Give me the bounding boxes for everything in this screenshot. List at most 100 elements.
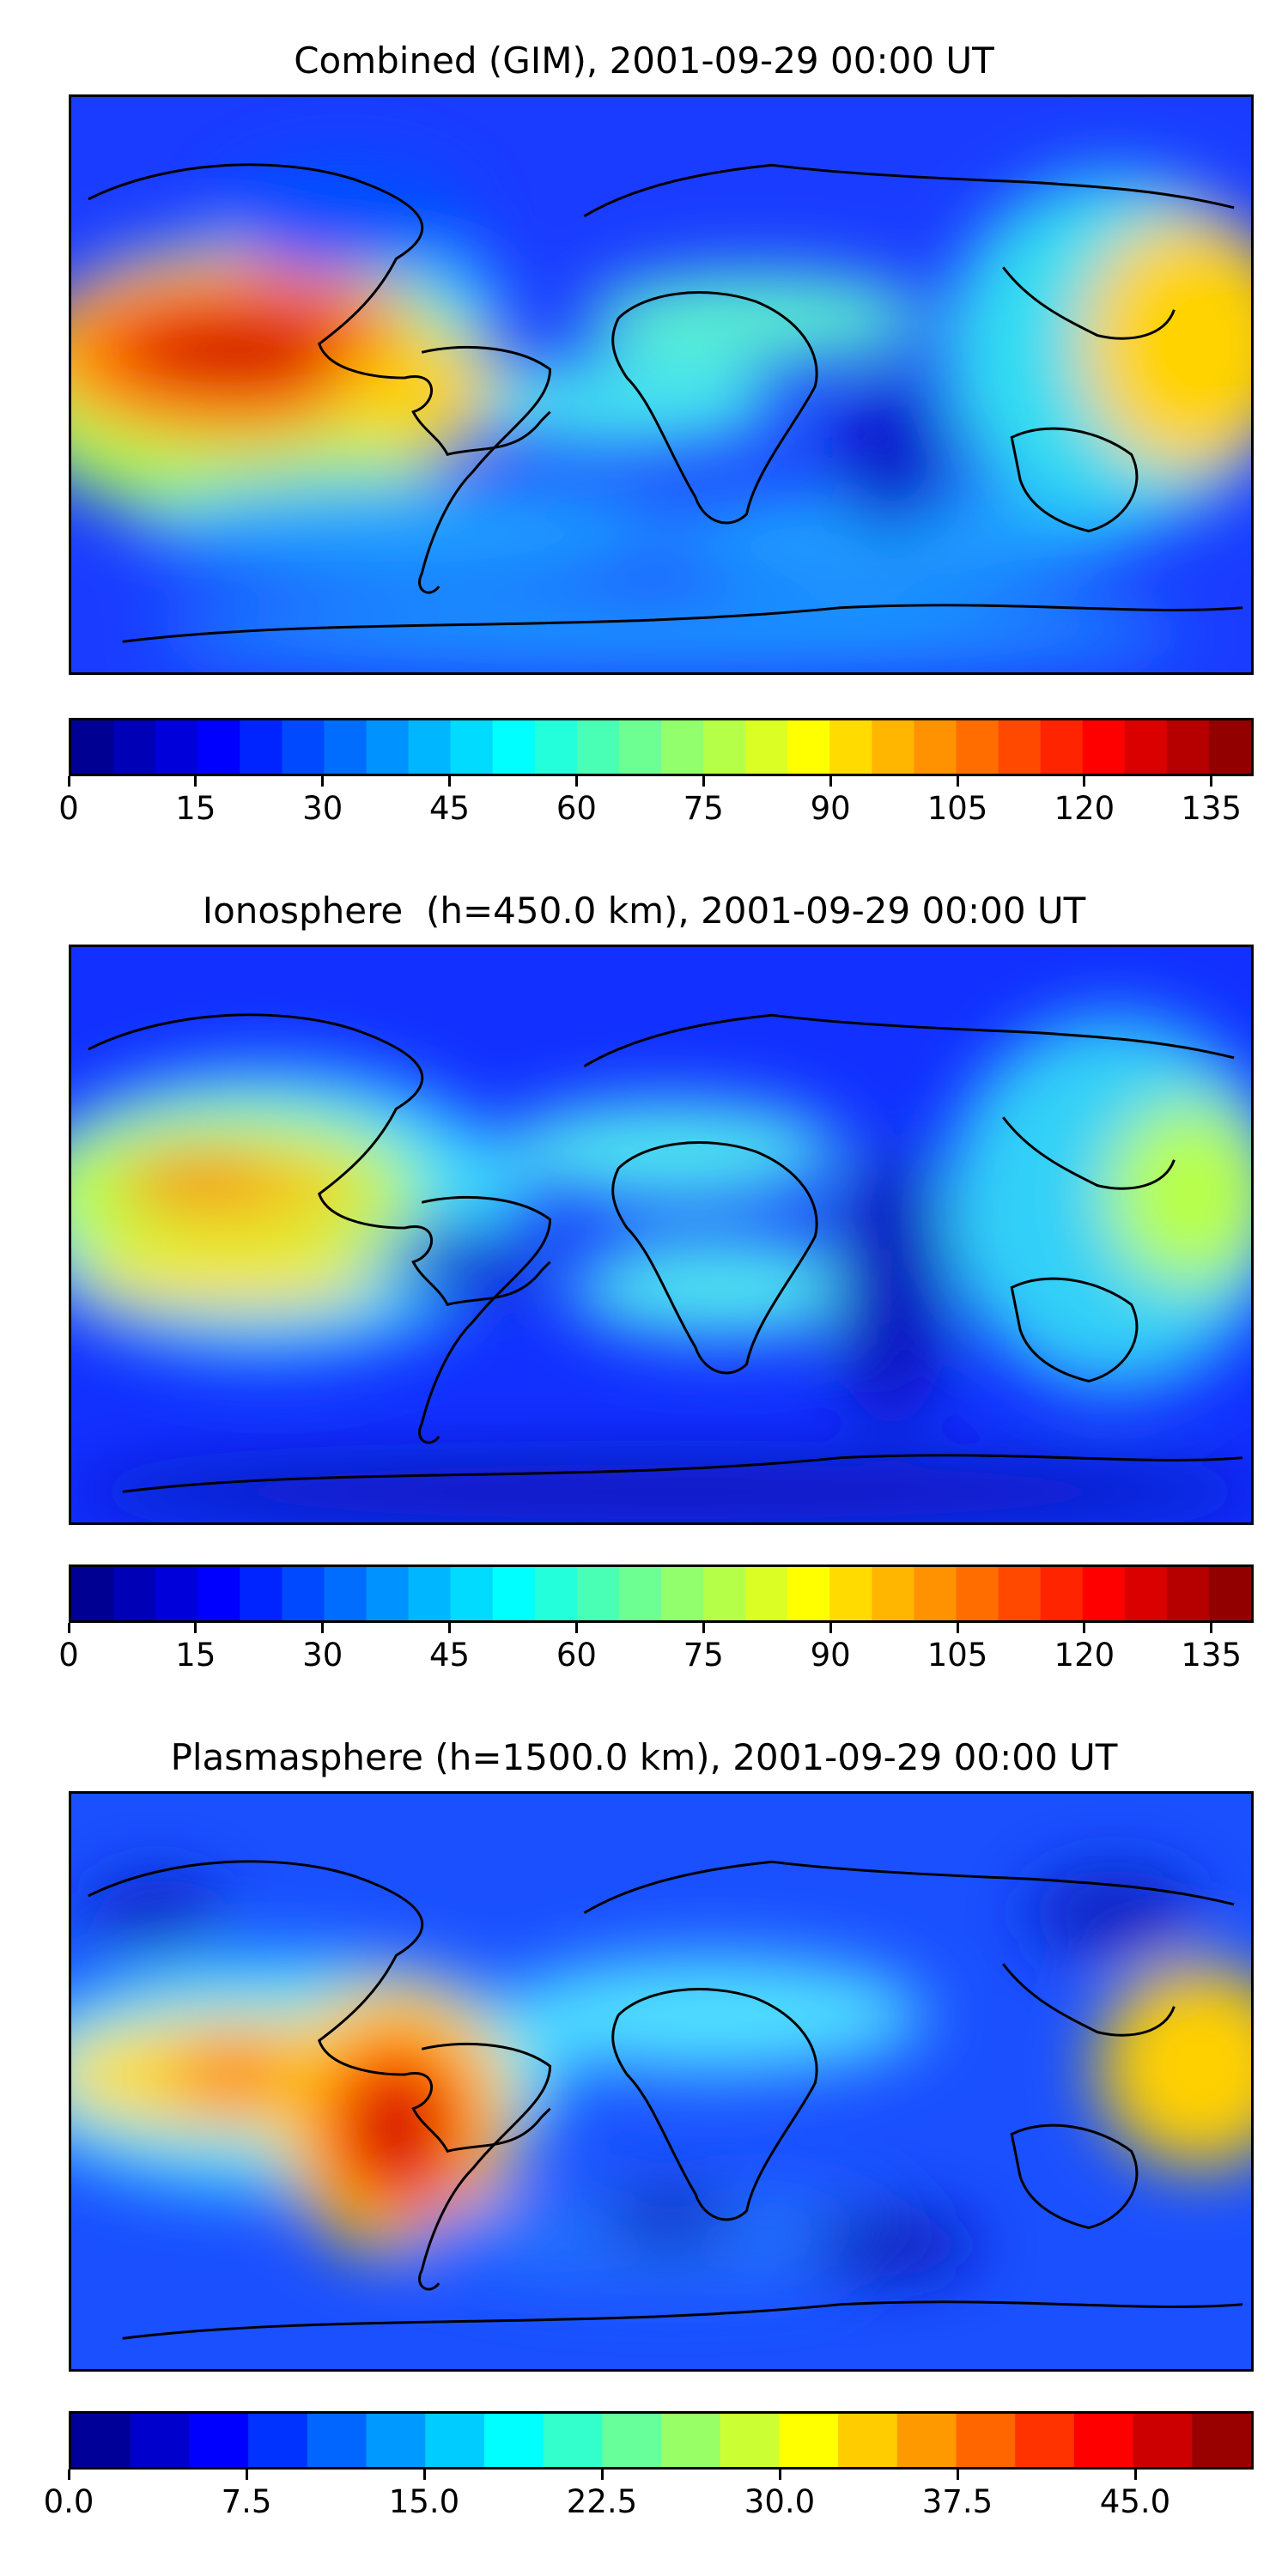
colorbar-swatch xyxy=(1082,1567,1126,1620)
panel-2-colorbar-ticks: 0 15 30 45 60 75 90 105 120 135 xyxy=(58,1623,1254,1674)
colorbar-tick-label: 75 xyxy=(683,790,724,827)
colorbar-tick-label: 45 xyxy=(429,1637,471,1674)
colorbar-swatch xyxy=(408,720,452,774)
colorbar-tick xyxy=(67,776,70,787)
colorbar-swatch xyxy=(618,1567,662,1620)
panel-1-map xyxy=(69,94,1254,675)
colorbar-swatch xyxy=(956,1567,999,1620)
colorbar-tick xyxy=(778,2470,781,2480)
colorbar-swatch xyxy=(450,1567,494,1620)
colorbar-tick xyxy=(1083,776,1086,787)
colorbar-swatch xyxy=(130,2414,191,2467)
colorbar-swatch xyxy=(829,720,873,774)
colorbar-swatch xyxy=(189,2414,249,2467)
colorbar-tick-label: 30 xyxy=(302,790,343,827)
colorbar-swatch xyxy=(1133,2414,1194,2467)
colorbar-swatch xyxy=(829,1567,873,1620)
colorbar-tick-label: 15 xyxy=(175,790,216,827)
panel-3-map xyxy=(69,1791,1254,2372)
colorbar-swatch xyxy=(703,720,746,774)
colorbar-tick-label: 30 xyxy=(302,1637,343,1674)
colorbar-swatch xyxy=(1124,1567,1168,1620)
colorbar-tick xyxy=(1083,1623,1086,1633)
colorbar-tick xyxy=(574,1623,578,1633)
colorbar-swatch xyxy=(248,2414,308,2467)
colorbar-tick-label: 60 xyxy=(556,1637,597,1674)
colorbar-swatch xyxy=(896,2414,957,2467)
colorbar-swatch xyxy=(155,1567,199,1620)
colorbar-swatch xyxy=(113,720,156,774)
colorbar-swatch xyxy=(534,720,578,774)
colorbar-tick-label: 15.0 xyxy=(388,2483,460,2520)
colorbar-tick xyxy=(829,1623,832,1633)
panel-3-title: Plasmasphere (h=1500.0 km), 2001-09-29 0… xyxy=(170,1736,1118,1778)
colorbar-tick xyxy=(1133,2470,1137,2480)
colorbar-swatch xyxy=(1208,720,1251,774)
colorbar-swatch xyxy=(492,1567,536,1620)
panel-2-title: Ionosphere (h=450.0 km), 2001-09-29 00:0… xyxy=(202,890,1086,932)
colorbar-swatch xyxy=(366,1567,410,1620)
colorbar-tick xyxy=(574,776,578,787)
colorbar-tick-label: 135 xyxy=(1181,1637,1242,1674)
colorbar-swatch xyxy=(408,1567,452,1620)
colorbar-swatch xyxy=(113,1567,156,1620)
colorbar-tick-label: 0 xyxy=(58,1637,79,1674)
colorbar-swatch xyxy=(1082,720,1126,774)
colorbar-swatch xyxy=(534,1567,578,1620)
colorbar-tick xyxy=(448,776,452,787)
colorbar-swatch xyxy=(1015,2414,1075,2467)
colorbar-tick xyxy=(194,776,197,787)
colorbar-swatch xyxy=(240,1567,283,1620)
colorbar-tick xyxy=(956,776,959,787)
colorbar-swatch xyxy=(787,1567,831,1620)
colorbar-swatch xyxy=(914,1567,957,1620)
colorbar-swatch xyxy=(543,2414,604,2467)
colorbar-swatch xyxy=(787,720,831,774)
colorbar-swatch xyxy=(425,2414,485,2467)
colorbar-swatch xyxy=(240,720,283,774)
colorbar-tick xyxy=(956,2470,959,2480)
colorbar-tick-label: 75 xyxy=(683,1637,724,1674)
colorbar-swatch xyxy=(71,720,114,774)
colorbar-swatch xyxy=(450,720,494,774)
colorbar-swatch xyxy=(745,1567,789,1620)
colorbar-swatch xyxy=(998,1567,1042,1620)
colorbar-swatch xyxy=(307,2414,368,2467)
colorbar-tick-label: 37.5 xyxy=(921,2483,993,2520)
colorbar-swatch xyxy=(197,1567,241,1620)
colorbar-tick-label: 120 xyxy=(1054,790,1115,827)
colorbar-swatch xyxy=(1040,720,1084,774)
panel-1-colorbar xyxy=(69,718,1254,776)
colorbar-swatch xyxy=(914,720,957,774)
colorbar-tick-label: 90 xyxy=(810,790,851,827)
panel-2-colorbar xyxy=(69,1564,1254,1623)
colorbar-tick xyxy=(956,1623,959,1633)
colorbar-tick-label: 120 xyxy=(1054,1637,1115,1674)
colorbar-tick-label: 135 xyxy=(1181,790,1242,827)
colorbar-swatch xyxy=(838,2414,898,2467)
colorbar-tick-label: 30.0 xyxy=(744,2483,816,2520)
colorbar-swatch xyxy=(1166,720,1210,774)
panel-2-map xyxy=(69,945,1254,1525)
colorbar-tick-label: 0.0 xyxy=(43,2483,94,2520)
colorbar-swatch xyxy=(779,2414,839,2467)
colorbar-swatch xyxy=(71,2414,131,2467)
colorbar-tick xyxy=(321,776,325,787)
colorbar-tick-label: 45 xyxy=(429,790,471,827)
colorbar-tick xyxy=(448,1623,452,1633)
colorbar-tick xyxy=(321,1623,325,1633)
colorbar-swatch xyxy=(998,720,1042,774)
colorbar-tick xyxy=(702,776,705,787)
colorbar-swatch xyxy=(1124,720,1168,774)
colorbar-swatch xyxy=(282,1567,325,1620)
colorbar-swatch xyxy=(872,1567,915,1620)
colorbar-tick xyxy=(829,776,832,787)
colorbar-swatch xyxy=(197,720,241,774)
colorbar-swatch xyxy=(492,720,536,774)
panel-1-title: Combined (GIM), 2001-09-29 00:00 UT xyxy=(294,39,994,82)
colorbar-swatch xyxy=(618,720,662,774)
colorbar-tick xyxy=(422,2470,426,2480)
colorbar-swatch xyxy=(703,1567,746,1620)
colorbar-swatch xyxy=(1192,2414,1251,2467)
colorbar-swatch xyxy=(71,1567,114,1620)
